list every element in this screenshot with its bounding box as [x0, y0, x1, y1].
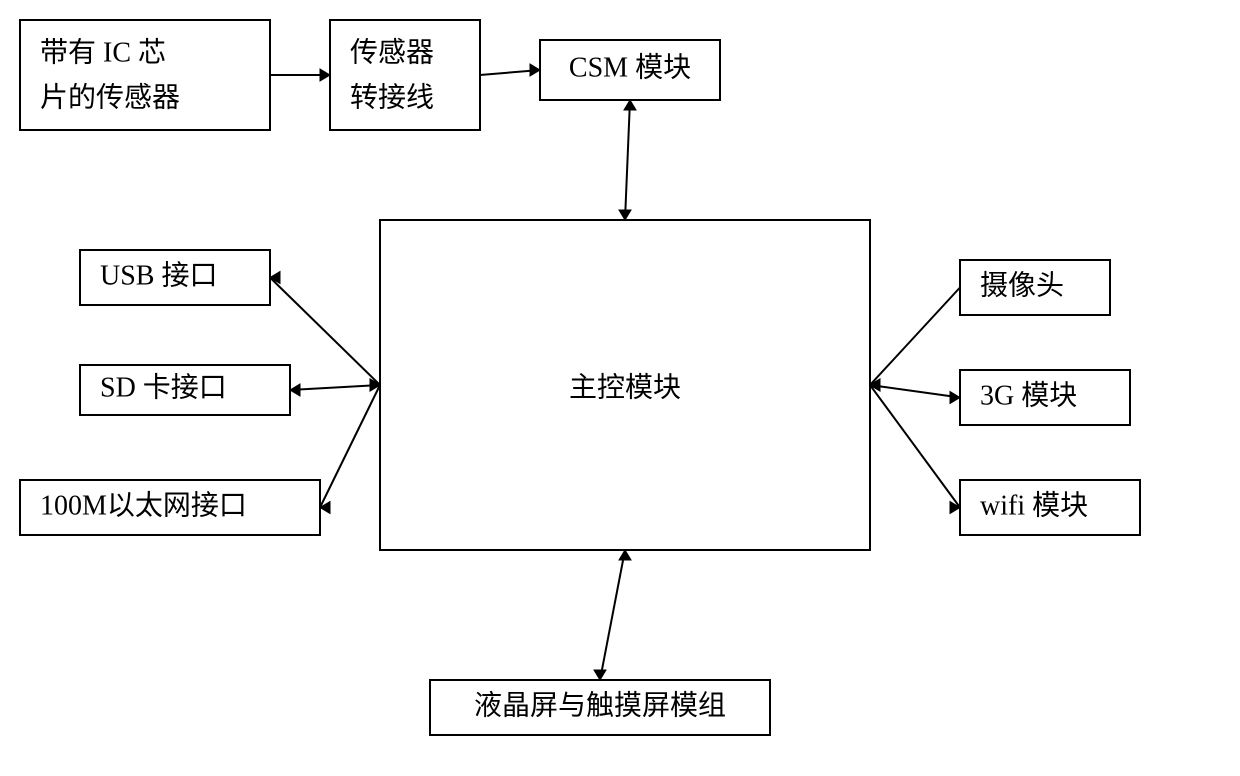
node-main: 主控模块: [380, 220, 870, 550]
edge-sd-main: [290, 379, 380, 396]
camera-label: 摄像头: [980, 269, 1064, 301]
node-adapter: 传感器 转接线: [330, 20, 480, 130]
adapter-label-line1: 传感器: [350, 36, 434, 68]
node-camera: 摄像头: [960, 260, 1110, 315]
edge-eth-main: [320, 379, 380, 514]
usb-label: USB 接口: [100, 259, 217, 291]
node-eth: 100M以太网接口: [20, 480, 320, 535]
adapter-label-line2: 转接线: [350, 81, 434, 113]
edge-ic_sensor-adapter: [270, 69, 330, 81]
edge-adapter-csm: [480, 64, 540, 76]
edge-csm-main: [619, 100, 636, 220]
node-wifi: wifi 模块: [960, 480, 1140, 535]
ic-sensor-label-line2: 片的传感器: [40, 81, 180, 113]
node-3g: 3G 模块: [960, 370, 1130, 425]
csm-label: CSM 模块: [569, 51, 691, 83]
main-label: 主控模块: [569, 371, 681, 403]
wifi-label: wifi 模块: [980, 489, 1088, 521]
node-lcd: 液晶屏与触摸屏模组: [430, 680, 770, 735]
edge-camera-main: [870, 288, 960, 392]
node-ic-sensor: 带有 IC 芯 片的传感器: [20, 20, 270, 130]
3g-label: 3G 模块: [980, 379, 1077, 411]
ic-sensor-label-line1: 带有 IC 芯: [40, 36, 166, 68]
edge-wifi-main: [870, 379, 960, 514]
edge-main-lcd: [594, 550, 631, 680]
block-diagram: 带有 IC 芯 片的传感器 传感器 转接线 CSM 模块 主控模块 USB 接口…: [0, 0, 1240, 776]
node-usb: USB 接口: [80, 250, 270, 305]
node-csm: CSM 模块: [540, 40, 720, 100]
edge-g3-main: [870, 379, 960, 404]
eth-label: 100M以太网接口: [40, 489, 247, 521]
lcd-label: 液晶屏与触摸屏模组: [474, 689, 726, 721]
sd-label: SD 卡接口: [100, 371, 227, 403]
node-sd: SD 卡接口: [80, 365, 290, 415]
